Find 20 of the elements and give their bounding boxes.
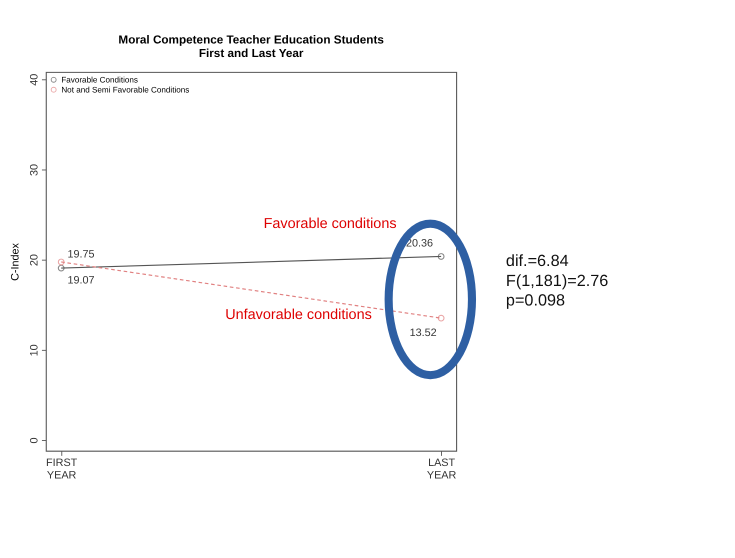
annotation: dif.=6.84 F(1,181)=2.76 p=0.098 <box>506 252 608 310</box>
y-axis-title: C-Index <box>9 242 22 281</box>
point <box>438 314 445 322</box>
annotation: Favorable conditions <box>264 216 397 232</box>
chart-title: Moral Competence Teacher Education Students First and Last Year <box>118 33 384 60</box>
y-tick-label: 30 <box>28 164 40 176</box>
x-tick-label: FIRST YEAR <box>46 456 78 482</box>
y-tick-label: 0 <box>28 438 40 444</box>
x-tick-label: LAST YEAR <box>426 456 456 482</box>
legend-label: Not and Semi Favorable Conditions <box>61 85 190 94</box>
data-label: 20.36 <box>406 238 434 250</box>
legend-label: Favorable Conditions <box>61 75 138 84</box>
y-tick-label: 10 <box>28 344 40 356</box>
data-label: 19.07 <box>68 274 95 286</box>
y-tick-label: 20 <box>28 254 40 266</box>
annotation: Unfavorable conditions <box>225 307 372 324</box>
y-tick-label: 40 <box>28 74 40 86</box>
point <box>58 258 65 266</box>
data-label: 13.52 <box>410 327 437 340</box>
data-label: 19.75 <box>68 248 95 260</box>
